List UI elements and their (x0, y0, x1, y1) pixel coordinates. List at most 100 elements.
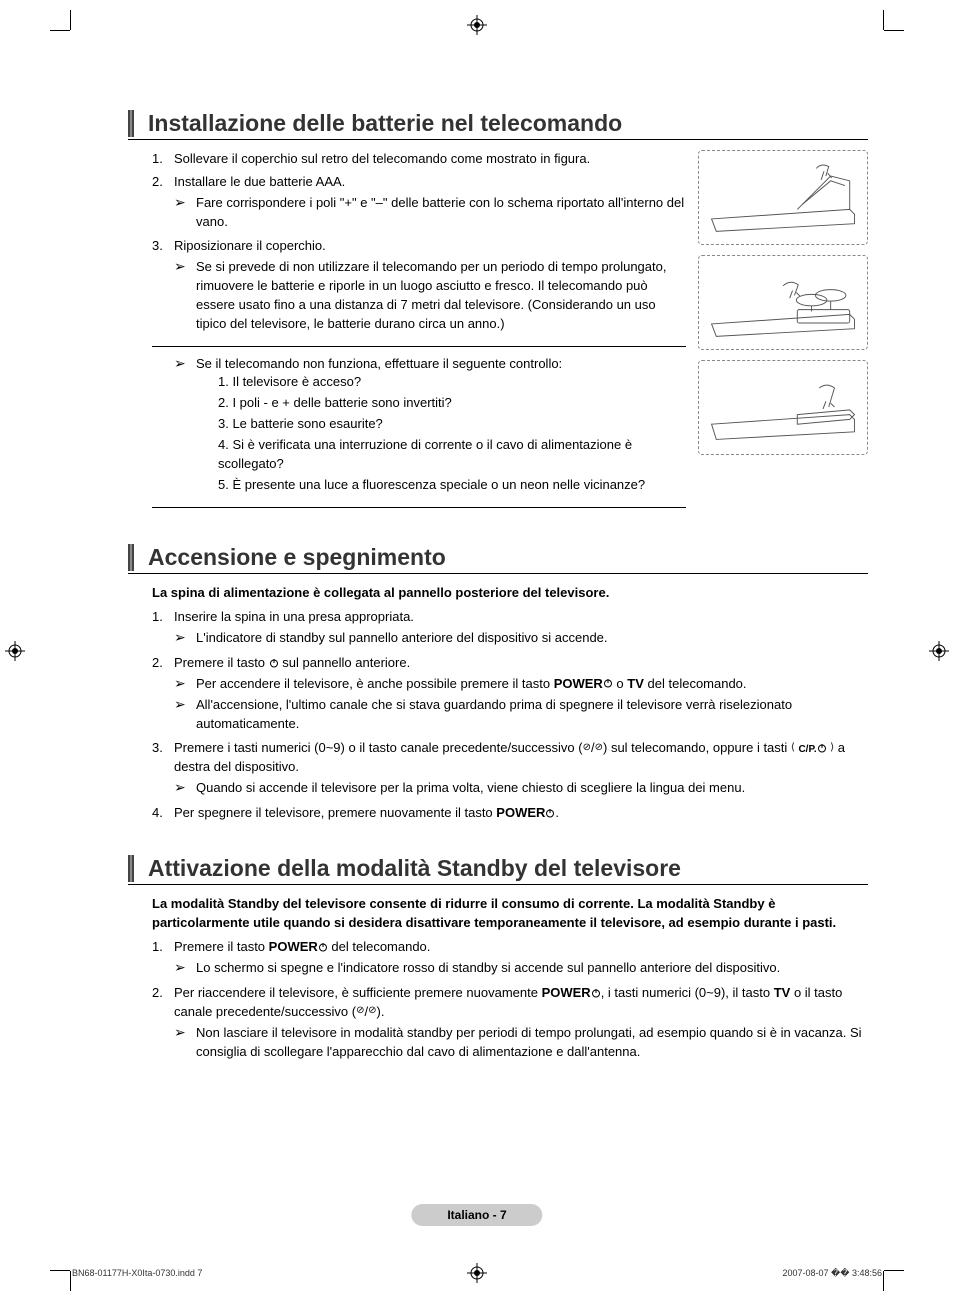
check-item: 1. Il televisore è acceso? (218, 373, 686, 392)
note-text: Per accendere il televisore, è anche pos… (196, 675, 868, 694)
note-arrow-icon: ➢ (174, 959, 196, 978)
item-text: Premere il tasto POWER del telecomando. (174, 939, 430, 954)
power-icon (817, 743, 827, 753)
note-arrow-icon: ➢ (174, 355, 196, 497)
heading-bar-icon (128, 544, 134, 571)
power-icon (591, 988, 601, 998)
section2-body: La spina di alimentazione è collegata al… (128, 584, 868, 823)
power-icon (545, 808, 555, 818)
registration-mark-icon (5, 641, 25, 661)
note-text: Lo schermo si spegne e l'indicatore ross… (196, 959, 868, 978)
figure-remote-close-cover (698, 360, 868, 455)
section-title: Installazione delle batterie nel telecom… (148, 110, 622, 137)
registration-mark-icon (467, 15, 487, 35)
figure-remote-open-cover (698, 150, 868, 245)
page-content: Installazione delle batterie nel telecom… (128, 110, 868, 1068)
figure-remote-insert-batteries (698, 255, 868, 350)
check-item: 3. Le batterie sono esaurite? (218, 415, 686, 434)
chevron-left-icon: ⟨ (791, 741, 795, 756)
note: ➢ Se il telecomando non funziona, effett… (152, 355, 686, 497)
list-item: 1. Inserire la spina in una presa approp… (152, 608, 868, 650)
note-arrow-icon: ➢ (174, 194, 196, 232)
intro-text: La spina di alimentazione è collegata al… (152, 584, 868, 603)
list-item: 3. Premere i tasti numerici (0~9) o il t… (152, 739, 868, 800)
channel-up-icon: ⊘ (583, 741, 591, 756)
note-arrow-icon: ➢ (174, 258, 196, 333)
item-number: 2. (152, 654, 174, 735)
item-number: 1. (152, 938, 174, 980)
note-text: Quando si accende il televisore per la p… (196, 779, 868, 798)
item-number: 2. (152, 984, 174, 1063)
note: ➢ Quando si accende il televisore per la… (174, 779, 868, 798)
item-text: Sollevare il coperchio sul retro del tel… (174, 150, 686, 169)
section-heading: Installazione delle batterie nel telecom… (128, 110, 868, 140)
check-item: 5. È presente una luce a fluorescenza sp… (218, 476, 686, 495)
item-number: 3. (152, 237, 174, 335)
section-title: Accensione e spegnimento (148, 544, 446, 571)
item-text: Premere i tasti numerici (0~9) o il tast… (174, 740, 845, 774)
list-item: 1. Premere il tasto POWER del telecomand… (152, 938, 868, 980)
chevron-right-icon: ⟩ (830, 741, 834, 756)
note: ➢ All'accensione, l'ultimo canale che si… (174, 696, 868, 734)
note-text: L'indicatore di standby sul pannello ant… (196, 629, 868, 648)
item-number: 2. (152, 173, 174, 234)
item-number: 1. (152, 608, 174, 650)
list-item: 2. Per riaccendere il televisore, è suff… (152, 984, 868, 1063)
section3-body: La modalità Standby del televisore conse… (128, 895, 868, 1064)
power-icon (269, 658, 279, 668)
check-item: 2. I poli - e + delle batterie sono inve… (218, 394, 686, 413)
note: ➢ Per accendere il televisore, è anche p… (174, 675, 868, 694)
footer-file: BN68-01177H-X0Ita-0730.indd 7 (72, 1268, 202, 1279)
section-title: Attivazione della modalità Standby del t… (148, 855, 681, 882)
check-item: 4. Si è verificata una interruzione di c… (218, 436, 686, 474)
crop-mark (60, 20, 80, 40)
page-number-pill: Italiano - 7 (411, 1204, 542, 1226)
item-text: Per spegnere il televisore, premere nuov… (174, 805, 559, 820)
figure-column (698, 150, 868, 516)
channel-down-icon: ⊘ (368, 1004, 376, 1019)
intro-text: La modalità Standby del televisore conse… (152, 895, 868, 933)
note-text: Non lasciare il televisore in modalità s… (196, 1024, 868, 1062)
note-arrow-icon: ➢ (174, 779, 196, 798)
item-text: Installare le due batterie AAA. (174, 174, 345, 189)
heading-bar-icon (128, 110, 134, 137)
note-arrow-icon: ➢ (174, 696, 196, 734)
note-arrow-icon: ➢ (174, 629, 196, 648)
list-item: 4. Per spegnere il televisore, premere n… (152, 804, 868, 823)
list-item: 1. Sollevare il coperchio sul retro del … (152, 150, 686, 169)
note: ➢ Lo schermo si spegne e l'indicatore ro… (174, 959, 868, 978)
divider (152, 346, 686, 347)
note-arrow-icon: ➢ (174, 1024, 196, 1062)
note-text: Se si prevede di non utilizzare il telec… (196, 258, 686, 333)
registration-mark-icon (929, 641, 949, 661)
divider (152, 507, 686, 508)
section-heading: Attivazione della modalità Standby del t… (128, 855, 868, 885)
item-number: 3. (152, 739, 174, 800)
note-text: All'accensione, l'ultimo canale che si s… (196, 696, 868, 734)
check-list: 1. Il televisore è acceso? 2. I poli - e… (196, 373, 686, 494)
note-arrow-icon: ➢ (174, 675, 196, 694)
item-text: Premere il tasto sul pannello anteriore. (174, 655, 410, 670)
list-item: 2. Premere il tasto sul pannello anterio… (152, 654, 868, 735)
item-number: 4. (152, 804, 174, 823)
item-text: Riposizionare il coperchio. (174, 238, 326, 253)
power-icon (603, 678, 613, 688)
section-heading: Accensione e spegnimento (128, 544, 868, 574)
item-text: Per riaccendere il televisore, è suffici… (174, 985, 842, 1019)
list-item: 3. Riposizionare il coperchio. ➢ Se si p… (152, 237, 686, 335)
footer-meta: BN68-01177H-X0Ita-0730.indd 7 2007-08-07… (72, 1268, 882, 1279)
channel-up-icon: ⊘ (356, 1004, 364, 1019)
note: ➢ Fare corrispondere i poli "+" e "–" de… (174, 194, 686, 232)
footer-timestamp: 2007-08-07 �� 3:48:56 (782, 1268, 882, 1279)
power-icon (318, 942, 328, 952)
section1-body: 1. Sollevare il coperchio sul retro del … (128, 150, 698, 516)
note-text: Fare corrispondere i poli "+" e "–" dell… (196, 194, 686, 232)
note: ➢ Non lasciare il televisore in modalità… (174, 1024, 868, 1062)
note: ➢ Se si prevede di non utilizzare il tel… (174, 258, 686, 333)
page-number-text: Italiano - 7 (447, 1208, 506, 1222)
heading-bar-icon (128, 855, 134, 882)
channel-down-icon: ⊘ (595, 741, 603, 756)
note: ➢ L'indicatore di standby sul pannello a… (174, 629, 868, 648)
note-text: Se il telecomando non funziona, effettua… (196, 356, 562, 371)
item-text: Inserire la spina in una presa appropria… (174, 609, 414, 624)
